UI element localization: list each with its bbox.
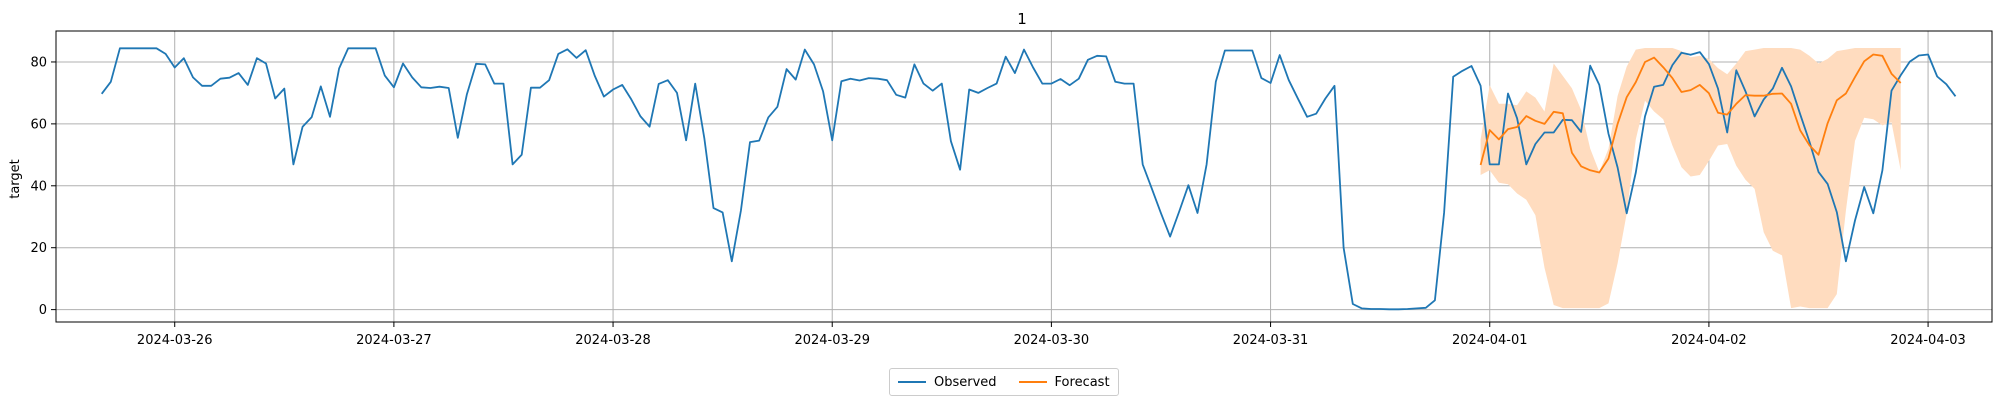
x-tick-label: 2024-03-29: [794, 333, 870, 348]
y-tick-label: 80: [30, 55, 47, 70]
legend-label-observed: Observed: [934, 374, 997, 390]
x-tick-label: 2024-03-27: [356, 333, 432, 348]
x-tick-label: 2024-04-01: [1452, 333, 1528, 348]
y-tick-label: 60: [30, 117, 47, 132]
series-lines: [100, 47, 1957, 311]
x-tick-label: 2024-03-31: [1233, 333, 1309, 348]
chart-legend: Observed Forecast: [889, 368, 1119, 396]
x-tick-label: 2024-03-26: [137, 333, 213, 348]
y-tick-label: 20: [30, 241, 47, 256]
x-tick-label: 2024-04-02: [1671, 333, 1747, 348]
y-axis-ticks: 0 20 40 60 80: [30, 55, 56, 318]
legend-swatch-forecast: [1018, 381, 1047, 383]
forecast-interval-band: [1480, 48, 1901, 309]
x-tick-label: 2024-03-30: [1014, 333, 1090, 348]
chart-title: 1: [1017, 10, 1027, 28]
observed-line: [100, 47, 1957, 311]
y-tick-label: 40: [30, 179, 47, 194]
forecast-interval: [1480, 48, 1901, 309]
forecast-line: [1479, 53, 1902, 174]
legend-swatch-observed: [898, 381, 926, 383]
x-axis-ticks: 2024-03-26 2024-03-27 2024-03-28 2024-03-29…: [137, 322, 1966, 348]
y-tick-label: 0: [39, 303, 47, 318]
x-tick-label: 2024-03-28: [575, 333, 651, 348]
y-axis-label: target: [8, 159, 23, 199]
plot-frame: [55, 30, 1993, 323]
legend-label-forecast: Forecast: [1054, 374, 1110, 390]
legend-item-observed: Observed: [898, 375, 997, 390]
legend-item-forecast: Forecast: [1018, 374, 1110, 390]
x-tick-label: 2024-04-03: [1890, 333, 1966, 348]
